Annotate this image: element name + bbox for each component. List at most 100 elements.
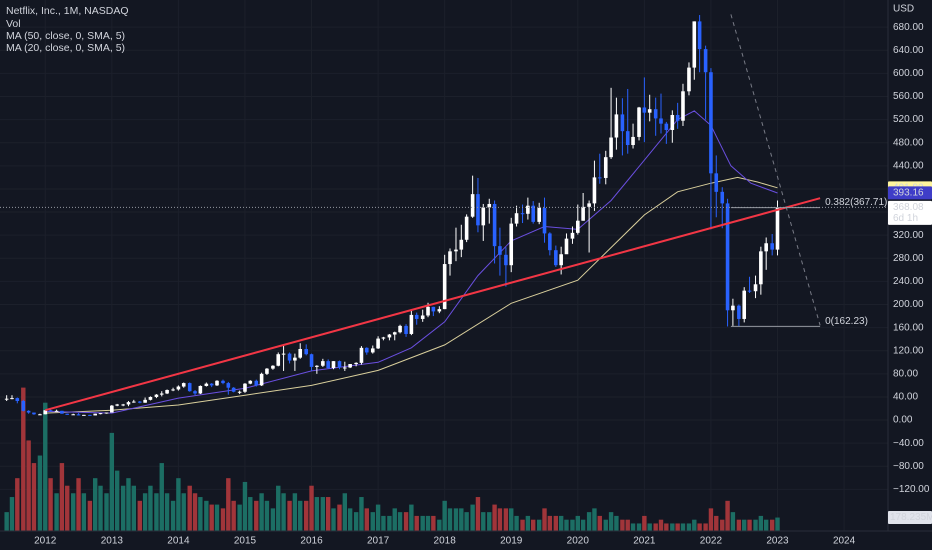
currency-label: USD (893, 4, 914, 15)
x-tick-label: 2013 (101, 536, 124, 547)
volume-bar (636, 523, 642, 531)
volume-bar (71, 493, 76, 531)
volume-bar (21, 387, 26, 531)
y-tick-label: 320.00 (893, 230, 924, 241)
volume-bar (625, 519, 630, 531)
volume-bar (159, 463, 164, 531)
volume-bar (176, 478, 181, 531)
volume-bar (187, 485, 192, 531)
candle-body (753, 284, 758, 292)
y-tick-label: 680.00 (893, 22, 924, 33)
volume-bar (692, 519, 697, 531)
volume-bar (758, 515, 764, 531)
candle-body (448, 251, 452, 265)
candle-body (647, 109, 652, 113)
volume-bar (259, 493, 264, 531)
volume-bar (48, 478, 53, 531)
candle-body (243, 383, 247, 392)
x-tick-label: 2020 (567, 536, 590, 547)
volume-tag (888, 511, 932, 525)
volume-bar (192, 493, 198, 531)
y-tick-label: 40.00 (893, 392, 918, 403)
volume-bar (730, 512, 736, 531)
candle-body (348, 364, 352, 368)
volume-bar (509, 508, 514, 531)
volume-bar (387, 515, 392, 531)
candle-body (437, 309, 442, 312)
candle-body (209, 383, 214, 386)
volume-bar (342, 493, 348, 531)
volume-bar (31, 463, 37, 531)
candle-body (231, 387, 236, 392)
volume-bar (198, 497, 203, 531)
candle-body (271, 365, 275, 369)
candle-body (21, 400, 26, 411)
candle-body (537, 208, 541, 222)
candle-body (620, 114, 625, 132)
y-tick-label: 0.00 (893, 415, 913, 426)
volume-bar (325, 497, 331, 531)
volume-bar (375, 504, 381, 531)
volume-bar (414, 515, 419, 531)
candle-body (554, 250, 558, 266)
candle-body (559, 254, 563, 266)
volume-tag-label: 178.235M (890, 512, 932, 523)
price-tag-label: 368.08 (893, 202, 924, 213)
volume-bar (763, 519, 769, 531)
volume-bar (686, 523, 692, 531)
volume-bar (181, 493, 186, 531)
candle-body (659, 118, 663, 124)
candle-body (587, 203, 591, 207)
volume-bar (736, 519, 742, 531)
volume-bar (37, 455, 43, 531)
candle-body (315, 365, 319, 367)
y-tick-label: 520.00 (893, 114, 924, 125)
volume-bar (9, 497, 15, 531)
candle-body (625, 131, 630, 146)
volume-bar (425, 515, 431, 531)
volume-bar (742, 519, 747, 531)
volume-bar (603, 519, 608, 531)
candle-body (509, 223, 514, 266)
candle-body (759, 251, 763, 285)
candle-body (747, 290, 752, 292)
volume-bar (87, 500, 93, 531)
volume-bar (309, 485, 314, 531)
volume-bar (237, 504, 242, 531)
volume-bar (720, 519, 725, 531)
candle-body (26, 410, 31, 413)
candle-body (720, 191, 725, 204)
volume-bar (248, 497, 253, 531)
volume-bar (120, 485, 126, 531)
candle-body (15, 398, 20, 401)
volume-bar (642, 515, 647, 531)
candle-body (392, 332, 397, 335)
candle-body (664, 123, 669, 131)
volume-bar (725, 500, 730, 531)
candle-body (714, 173, 719, 192)
candle-body (709, 72, 713, 174)
volume-pane (4, 387, 780, 531)
volume-bar (564, 519, 569, 531)
y-tick-label: 240.00 (893, 276, 924, 287)
candle-body (697, 21, 702, 50)
candle-body (110, 405, 114, 413)
volume-bar (708, 508, 714, 531)
candle-body (398, 325, 402, 333)
x-tick-label: 2017 (367, 536, 390, 547)
volume-bar (703, 523, 708, 531)
y-tick-label: 200.00 (893, 299, 924, 310)
candle-body (687, 67, 691, 92)
volume-bar (475, 497, 481, 531)
candle-body (631, 136, 635, 146)
volume-bar (114, 470, 120, 531)
candle-body (121, 404, 125, 406)
volume-bar (76, 478, 81, 531)
volume-bar (392, 508, 397, 531)
candle-body (614, 114, 619, 138)
volume-bar (109, 432, 115, 531)
volume-bar (137, 500, 142, 531)
volume-bar (264, 500, 270, 531)
volume-bar (92, 478, 98, 531)
volume-bar (664, 523, 669, 531)
